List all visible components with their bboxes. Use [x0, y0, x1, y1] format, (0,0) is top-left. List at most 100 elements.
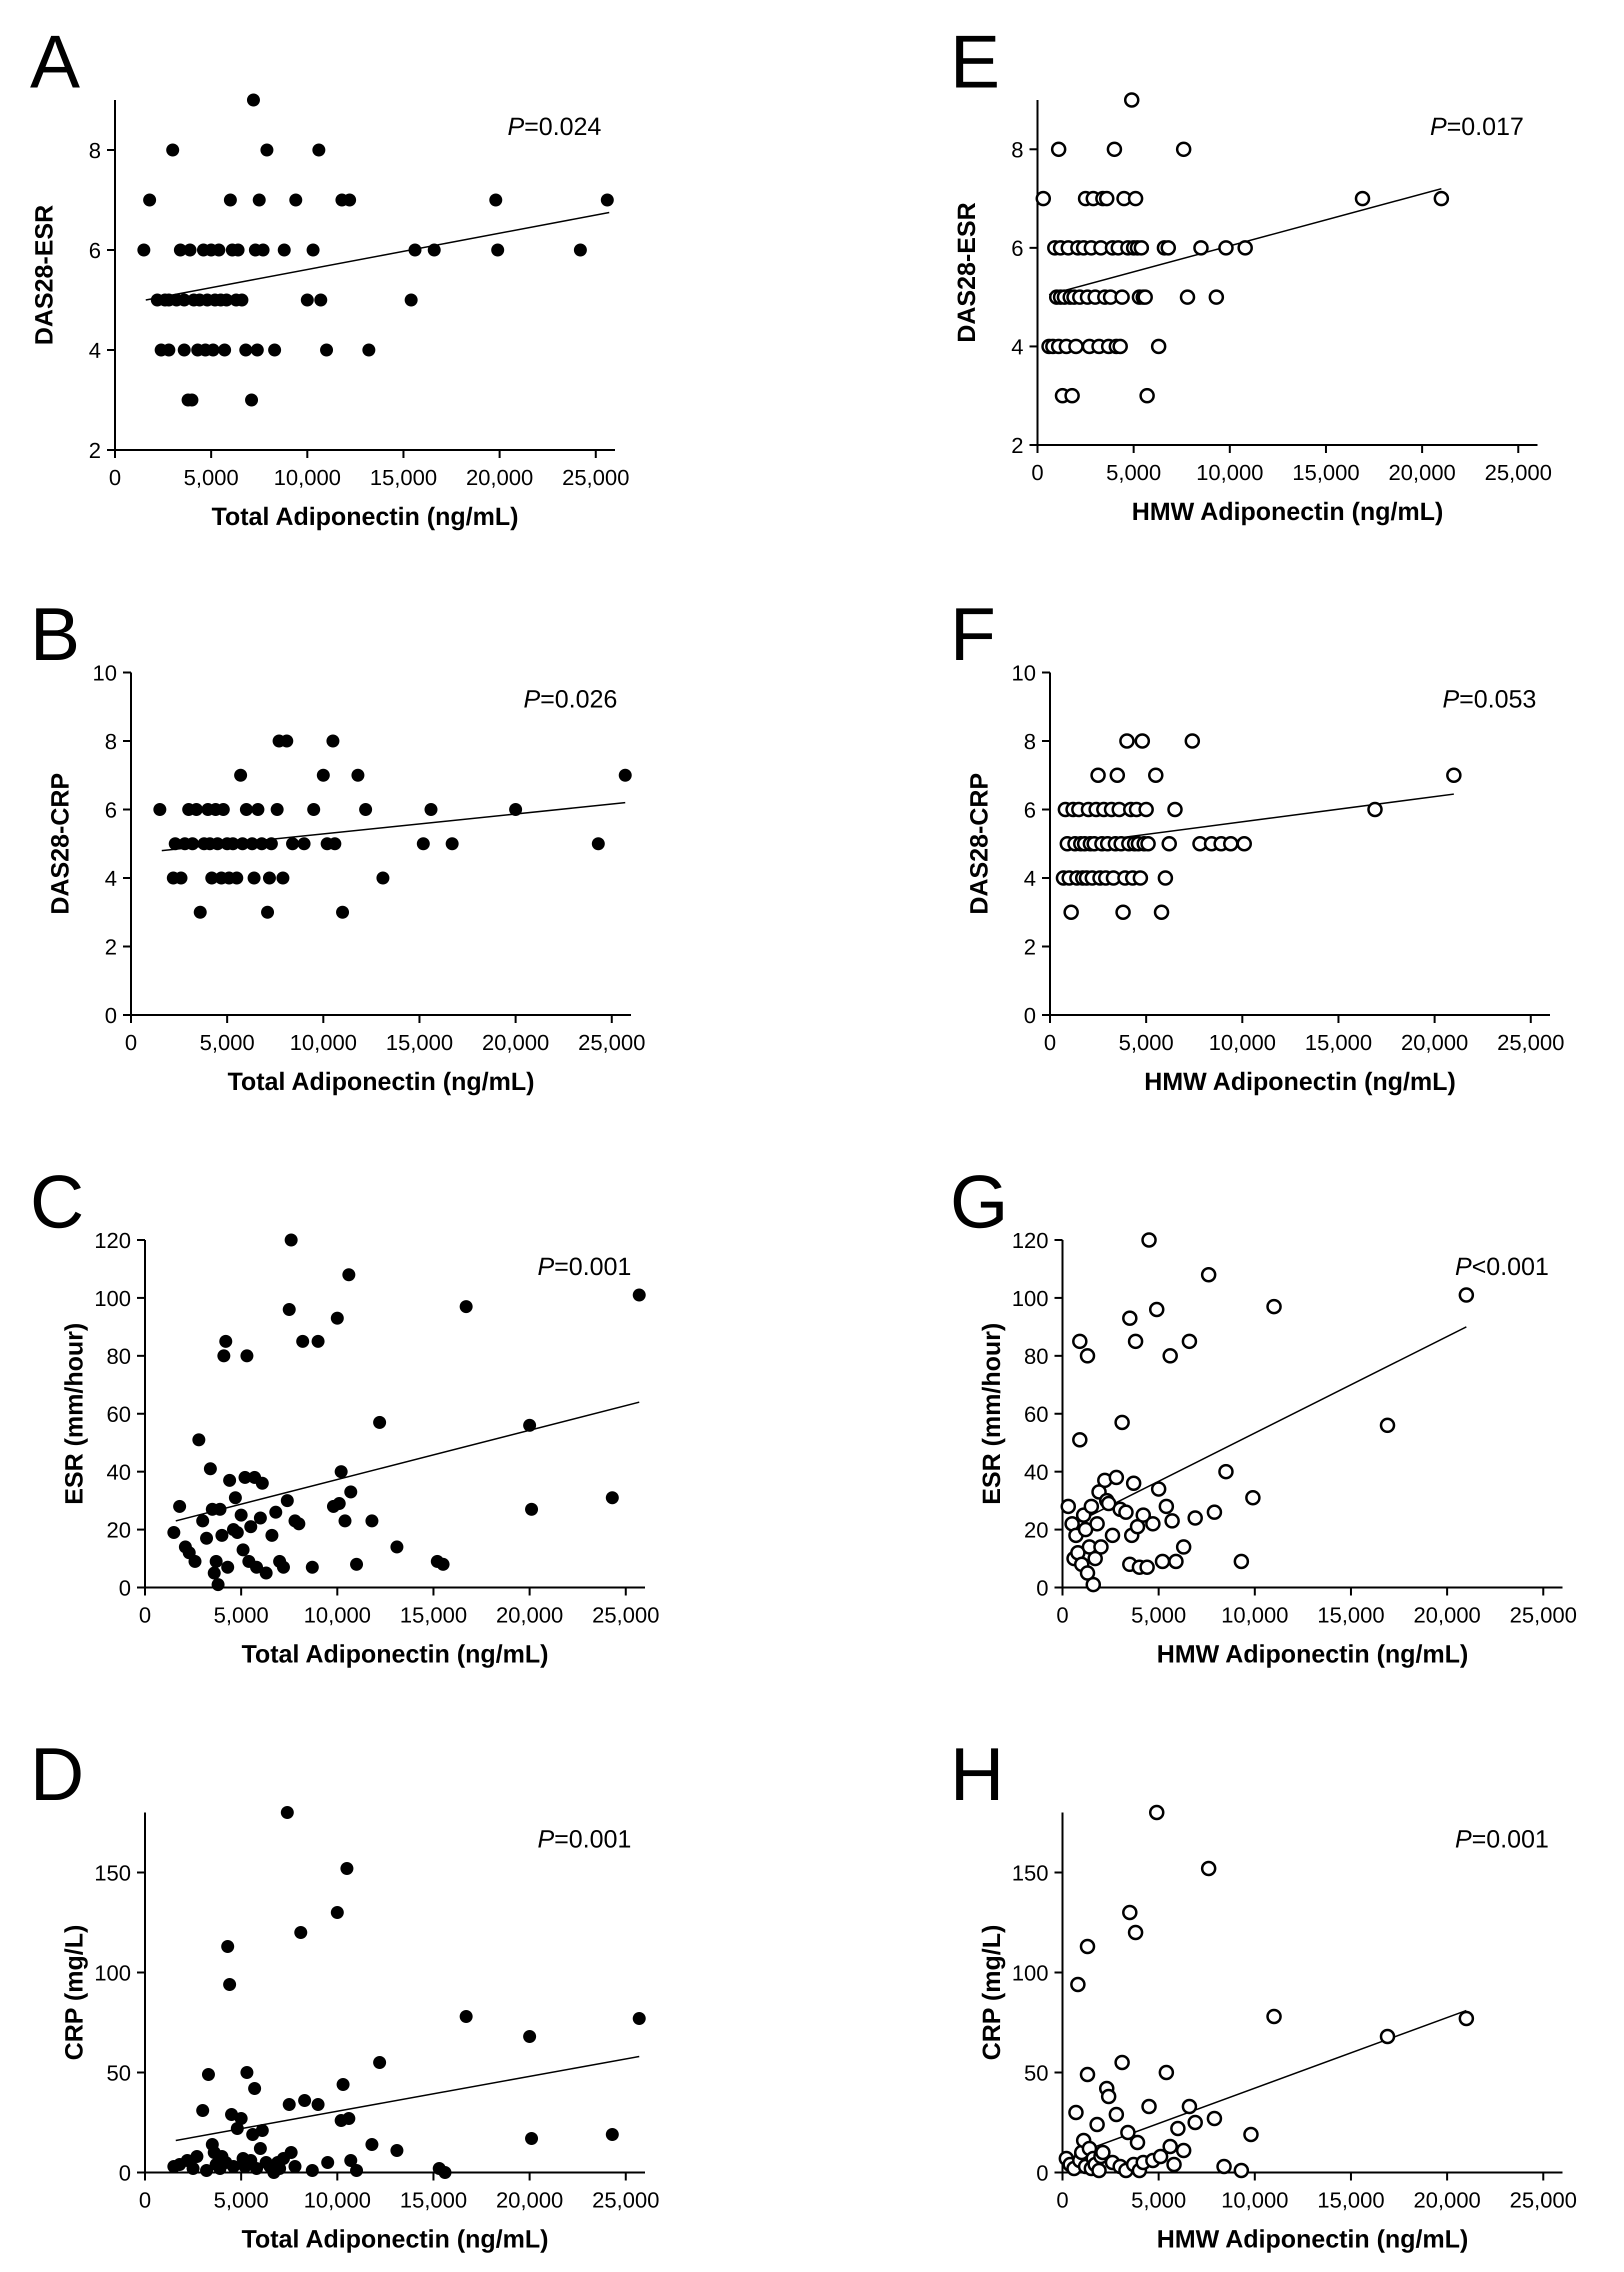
panel-f-y-tick-label: 6	[1024, 798, 1036, 822]
panel-f-x-tick-label: 10,000	[1208, 1030, 1276, 1055]
panel-c-regression-line	[176, 1401, 640, 1522]
panel-e-data-point	[1064, 388, 1080, 404]
panel-d-data-point	[342, 2112, 356, 2125]
panel-a-x-tick-label: 25,000	[562, 466, 630, 490]
panel-a-data-point	[260, 144, 274, 156]
panel-d-y-tick-label: 0	[119, 2161, 131, 2186]
panel-g-data-point	[1072, 1432, 1088, 1448]
panel-h-data-point	[1380, 2028, 1396, 2044]
panel-e-data-point	[1180, 289, 1196, 305]
panel-h: H 0 50 100 150 0 5,000 10,000 15,000 20,000 25,000…	[950, 1732, 1577, 2253]
panel-c-data-point	[390, 1540, 404, 1554]
panel-g-data-point	[1380, 1418, 1396, 1434]
panel-b-data-point	[211, 837, 224, 850]
panel-f-data-point	[1223, 836, 1239, 852]
panel-h-x-axis-title: HMW Adiponectin (ng/mL)	[1156, 2225, 1468, 2253]
panel-e-data-point	[1160, 240, 1176, 256]
panel-e-data-point	[1128, 190, 1144, 206]
panel-a-data-point	[178, 344, 191, 356]
panel-d-x-tick-label: 20,000	[496, 2188, 564, 2212]
panel-c-data-point	[240, 1349, 254, 1362]
panel-h-data-point	[1089, 2116, 1105, 2132]
panel-c-y-tick-label: 60	[106, 1402, 131, 1427]
panel-b-data-point	[205, 872, 218, 884]
panel-b-data-point	[351, 768, 364, 782]
panel-d: D 0 50 100 150 0 5,000 10,000 15,000 20,000 25,000…	[30, 1732, 660, 2253]
panel-c-data-point	[265, 1528, 278, 1542]
panel-h-regression-line	[1074, 2010, 1467, 2156]
panel-h-p-value: P=0.001	[1455, 1825, 1549, 1853]
panel-a-data-point	[343, 194, 356, 206]
panel-d-data-point	[230, 2122, 244, 2135]
panel-c-data-point	[312, 1334, 325, 1348]
panel-b-data-point	[226, 837, 240, 850]
panel-c-data-point	[269, 1506, 282, 1519]
panel-d-data-point	[350, 2164, 364, 2177]
panel-b-data-point	[174, 872, 188, 884]
panel-c-x-axis-title: Total Adiponectin (ng/mL)	[242, 1640, 548, 1668]
panel-a-y-tick-label: 2	[89, 438, 101, 463]
panel-f-x-tick-label: 5,000	[1118, 1030, 1174, 1055]
panel-g-data-point	[1089, 1516, 1105, 1532]
panel-a-data-point	[250, 344, 264, 356]
panel-a-data-point	[245, 394, 258, 406]
panel-d-data-point	[186, 2162, 200, 2175]
panel-h-data-point	[1148, 1804, 1164, 1820]
panel-g-y-tick-label: 40	[1024, 1460, 1048, 1484]
panel-h-data-point	[1080, 2066, 1096, 2082]
panel-b-x-tick-label: 15,000	[386, 1030, 454, 1055]
panel-c-data-point	[250, 1560, 264, 1574]
panel-d-x-tick-label: 15,000	[400, 2188, 468, 2212]
panel-c-data-point	[350, 1558, 364, 1571]
panel-c-p-text: =0.001	[554, 1252, 631, 1280]
panel-d-data-point	[373, 2056, 386, 2069]
panel-c-data-point	[332, 1497, 346, 1510]
panel-e-data-point	[1208, 289, 1224, 305]
panel-a-y-axis-title: DAS28-ESR	[30, 205, 58, 346]
panel-g-data-point	[1218, 1464, 1234, 1480]
panel-a: A 2 4 6 8 0 5,000 10,000 15,000 20,000 25,000 Total…	[30, 20, 630, 530]
panel-a-x-tick-label: 10,000	[274, 466, 341, 490]
panel-a-data-point	[574, 244, 587, 256]
panel-b-p-text: =0.026	[540, 685, 617, 713]
panel-d-data-point	[390, 2144, 404, 2157]
panel-c-y-tick-label: 20	[106, 1518, 131, 1542]
panel-d-data-point	[254, 2142, 267, 2155]
panel-e-y-tick-label: 8	[1012, 138, 1024, 162]
panel-d-data-point	[330, 1906, 344, 1919]
panel-c-data-point	[173, 1500, 186, 1513]
panel-e-data-point	[1139, 388, 1155, 404]
panel-f: F 0 2 4 6 8 10 0 5,000 10,000 15,000 20,000 25,000 HM…	[950, 592, 1564, 1096]
panel-b-y-tick-label: 8	[105, 730, 117, 754]
panel-b-y-tick-label: 4	[105, 866, 117, 891]
panel-a-y-tick-label: 6	[89, 238, 101, 263]
panel-c-data-point	[365, 1514, 378, 1528]
panel-g-data-point	[1458, 1287, 1474, 1303]
panel-c-data-point	[282, 1303, 296, 1316]
panel-h-data-point	[1216, 2158, 1232, 2174]
panel-d-data-point	[288, 2160, 302, 2173]
panel-f-data-point	[1446, 768, 1462, 783]
panel-d-x-tick-label: 25,000	[592, 2188, 660, 2212]
panel-f-data-point	[1110, 768, 1126, 783]
panel-d-data-point	[365, 2138, 378, 2151]
panel-c-data-point	[254, 1512, 267, 1524]
panel-c-y-tick-label: 0	[119, 1576, 131, 1600]
panel-d-data-point	[298, 2094, 312, 2107]
panel-c-p-value: P=0.001	[538, 1252, 632, 1280]
panel-g-data-point	[1136, 1507, 1152, 1523]
panel-d-x-tick-label: 5,000	[214, 2188, 268, 2212]
panel-h-data-point	[1206, 2110, 1222, 2126]
panel-a-data-point	[300, 294, 314, 306]
panel-f-data-point	[1367, 802, 1383, 818]
panel-c-data-point	[292, 1517, 306, 1530]
panel-a-x-tick-label: 20,000	[466, 466, 534, 490]
panel-d-data-point	[240, 2066, 254, 2079]
panel-c-data-point	[192, 1433, 206, 1446]
panel-h-data-point	[1120, 2124, 1136, 2140]
panel-d-data-point	[321, 2156, 334, 2169]
panel-g-y-tick-label: 20	[1024, 1518, 1048, 1542]
panel-f-y-tick-label: 8	[1024, 730, 1036, 754]
panel-h-letter: H	[950, 1732, 1004, 1816]
